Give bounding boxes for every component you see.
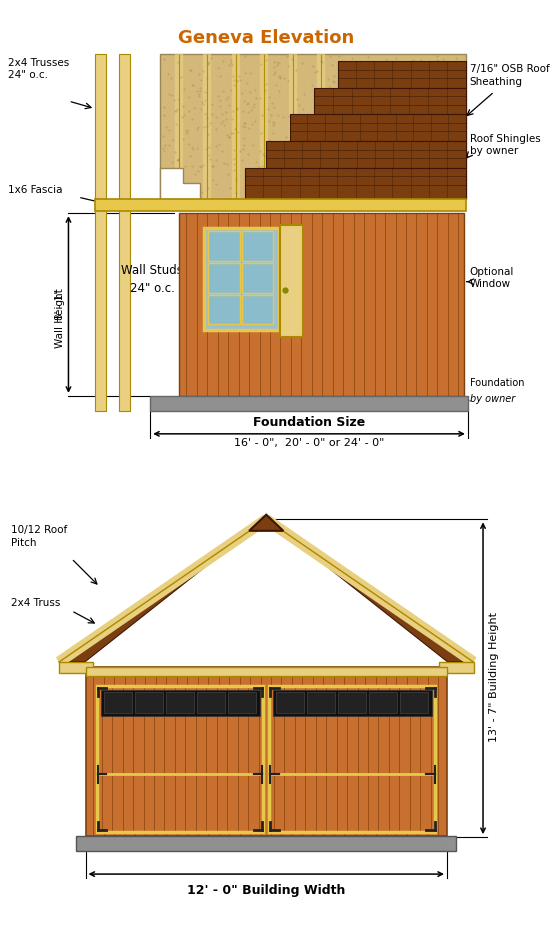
Text: 12' - 0" Building Width: 12' - 0" Building Width	[187, 884, 346, 897]
Text: 2x4 Trusses
24" o.c.: 2x4 Trusses 24" o.c.	[8, 57, 69, 80]
Polygon shape	[273, 689, 432, 716]
Polygon shape	[197, 692, 225, 714]
Polygon shape	[249, 515, 283, 531]
Polygon shape	[241, 295, 273, 325]
Text: 16' - 0",  20' - 0" or 24' - 0": 16' - 0", 20' - 0" or 24' - 0"	[234, 439, 384, 448]
Polygon shape	[314, 87, 466, 115]
Text: 8' - 1": 8' - 1"	[55, 289, 64, 320]
Polygon shape	[95, 54, 106, 411]
Polygon shape	[166, 692, 194, 714]
Polygon shape	[208, 263, 240, 293]
Text: Roof Shingles
by owner: Roof Shingles by owner	[470, 133, 540, 156]
Polygon shape	[86, 667, 447, 676]
Polygon shape	[59, 662, 93, 672]
Text: Foundation: Foundation	[470, 378, 524, 400]
Polygon shape	[86, 667, 447, 836]
Text: 4' - 3": 4' - 3"	[250, 576, 260, 607]
Polygon shape	[95, 199, 466, 211]
Polygon shape	[338, 692, 366, 714]
Text: Wall Height: Wall Height	[55, 288, 64, 347]
Polygon shape	[227, 692, 256, 714]
Polygon shape	[76, 836, 456, 852]
Text: Optional
Window: Optional Window	[470, 267, 514, 289]
Text: 2x4 Truss: 2x4 Truss	[11, 598, 61, 608]
Polygon shape	[439, 662, 474, 672]
Polygon shape	[150, 396, 468, 411]
Polygon shape	[290, 115, 466, 141]
Polygon shape	[160, 54, 466, 199]
Polygon shape	[266, 141, 466, 167]
Polygon shape	[134, 692, 163, 714]
Text: 7/16" OSB Roof
Sheathing: 7/16" OSB Roof Sheathing	[470, 64, 549, 86]
Text: 10/12 Roof
Pitch: 10/12 Roof Pitch	[11, 525, 68, 547]
Polygon shape	[338, 61, 466, 87]
Text: 1x6 Fascia: 1x6 Fascia	[8, 185, 62, 195]
Polygon shape	[368, 692, 397, 714]
Polygon shape	[208, 295, 240, 325]
Polygon shape	[160, 167, 200, 199]
Polygon shape	[208, 231, 240, 261]
Polygon shape	[281, 224, 304, 337]
Polygon shape	[179, 213, 464, 396]
Text: 13' - 7" Building Height: 13' - 7" Building Height	[489, 612, 499, 742]
Polygon shape	[400, 692, 428, 714]
Polygon shape	[104, 692, 132, 714]
Text: Geneva Elevation: Geneva Elevation	[178, 29, 354, 47]
Text: by owner: by owner	[470, 393, 515, 404]
Polygon shape	[119, 54, 130, 411]
Polygon shape	[307, 692, 335, 714]
Text: Foundation Size: Foundation Size	[253, 416, 365, 429]
Polygon shape	[204, 227, 278, 331]
Polygon shape	[97, 685, 263, 832]
Polygon shape	[59, 519, 266, 662]
Polygon shape	[101, 689, 260, 716]
Polygon shape	[241, 231, 273, 261]
Polygon shape	[241, 263, 273, 293]
Polygon shape	[266, 519, 474, 662]
Polygon shape	[86, 519, 447, 662]
Polygon shape	[276, 692, 304, 714]
Polygon shape	[245, 167, 466, 199]
Text: Wall Studs
24" o.c.: Wall Studs 24" o.c.	[121, 264, 183, 295]
Polygon shape	[269, 685, 436, 832]
